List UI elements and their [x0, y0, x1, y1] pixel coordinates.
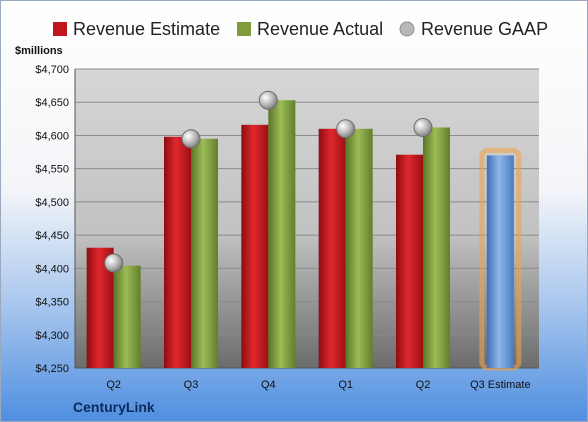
gaap-point — [104, 253, 124, 273]
x-tick-label: Q1 — [338, 379, 353, 391]
gaap-point — [258, 90, 278, 110]
y-tick-label: $4,500 — [35, 197, 69, 209]
bar-estimate — [318, 128, 346, 368]
y-tick-label: $4,400 — [35, 263, 69, 275]
y-tick-label: $4,300 — [35, 330, 69, 342]
bar-estimate — [164, 136, 191, 368]
gaap-point — [413, 117, 433, 137]
x-tick-label: Q2 — [416, 379, 431, 391]
bar-actual — [423, 127, 450, 369]
y-tick-label: $4,600 — [35, 130, 69, 142]
y-tick-label: $4,250 — [35, 363, 69, 375]
y-tick-label: $4,550 — [35, 164, 69, 176]
bar-actual — [113, 265, 141, 368]
x-tick-label: Q3 — [184, 379, 199, 391]
legend-item-actual: Revenue Actual — [237, 17, 383, 41]
bar-estimate — [486, 155, 514, 368]
legend-swatch-gaap — [399, 21, 415, 37]
gaap-point — [336, 119, 356, 139]
company-name: CenturyLink — [73, 399, 155, 415]
bar-estimate — [241, 124, 269, 369]
bar-actual — [345, 128, 373, 368]
plot-area — [75, 69, 539, 368]
units-label: $millions — [15, 45, 63, 57]
legend-label-actual: Revenue Actual — [257, 18, 384, 39]
x-tick-label: Q3 Estimate — [470, 379, 531, 391]
bar-actual — [191, 138, 218, 368]
legend-label-estimate: Revenue Estimate — [73, 18, 221, 39]
x-tick-label: Q4 — [261, 379, 276, 391]
legend-swatch-estimate — [53, 22, 67, 36]
y-tick-label: $4,650 — [35, 97, 69, 109]
y-tick-label: $4,350 — [35, 297, 69, 309]
legend-item-estimate: Revenue Estimate — [53, 17, 220, 41]
legend-item-gaap: Revenue GAAP — [399, 17, 548, 41]
y-tick-label: $4,700 — [35, 64, 69, 76]
y-tick-label: $4,450 — [35, 230, 69, 242]
gaap-point — [181, 129, 201, 149]
bar-estimate — [396, 154, 423, 368]
legend-swatch-actual — [237, 22, 251, 36]
legend: Revenue Estimate Revenue Actual Revenue … — [1, 17, 587, 41]
x-tick-label: Q2 — [106, 379, 121, 391]
bar-actual — [268, 100, 296, 369]
legend-label-gaap: Revenue GAAP — [421, 18, 549, 39]
